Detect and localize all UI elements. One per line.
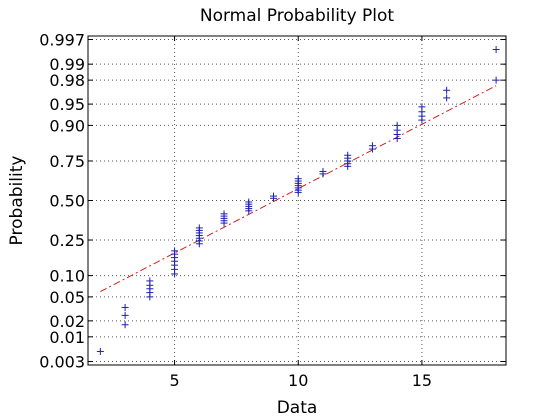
data-point <box>146 277 154 285</box>
data-point <box>171 247 179 255</box>
data-point <box>96 347 104 355</box>
data-point <box>121 303 129 311</box>
data-point <box>319 167 327 175</box>
data-point <box>368 142 376 150</box>
y-tick-label: 0.75 <box>49 152 85 171</box>
y-tick-label: 0.98 <box>49 71 85 90</box>
data-point <box>492 76 500 84</box>
y-tick-label: 0.90 <box>49 116 85 135</box>
y-tick-label: 0.99 <box>49 55 85 74</box>
data-point <box>294 175 302 183</box>
y-tick-label: 0.10 <box>49 267 85 286</box>
data-point <box>393 121 401 129</box>
y-tick-label: 0.003 <box>39 353 85 372</box>
data-point <box>220 210 228 218</box>
x-axis-label: Data <box>277 398 318 418</box>
grid-lines <box>88 36 506 365</box>
y-axis-label: Probability <box>7 156 27 246</box>
data-point <box>245 198 253 206</box>
data-point <box>492 46 500 54</box>
tick-labels: 5 10 15 0.003 0.010.02 0.05 0.10 0.25 0.50 0.75 0.… <box>39 30 432 390</box>
y-tick-label: 0.95 <box>49 95 85 114</box>
axis-ticks <box>88 36 506 365</box>
y-tick-label: 0.02 <box>49 312 85 331</box>
data-point <box>418 103 426 111</box>
fit-line-layer <box>100 85 497 293</box>
data-points <box>96 46 500 355</box>
data-point <box>121 321 129 329</box>
y-tick-label: 0.01 <box>49 328 85 347</box>
data-point <box>121 311 129 319</box>
data-point <box>344 151 352 159</box>
y-tick-label: 0.997 <box>39 30 85 49</box>
data-point <box>443 86 451 94</box>
x-tick-label: 10 <box>288 371 308 390</box>
y-tick-label: 0.50 <box>49 192 85 211</box>
reference-fit-line <box>100 85 497 293</box>
x-tick-label: 5 <box>169 371 179 390</box>
y-tick-label: 0.05 <box>49 288 85 307</box>
data-point <box>270 192 278 200</box>
x-tick-label: 15 <box>412 371 432 390</box>
data-point <box>443 94 451 102</box>
y-tick-label: 0.25 <box>49 231 85 250</box>
data-point <box>195 224 203 232</box>
chart-title: Normal Probability Plot <box>200 6 395 26</box>
